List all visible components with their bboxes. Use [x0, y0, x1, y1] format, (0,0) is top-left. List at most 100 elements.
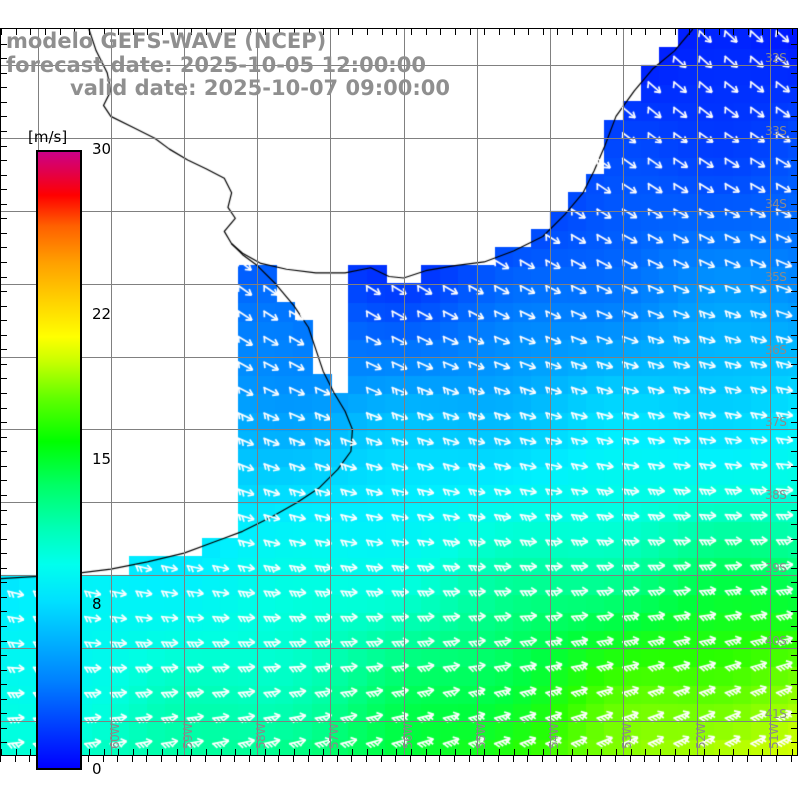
bottom-axis-tick — [366, 756, 368, 762]
lon-tick-label: 56W — [400, 723, 415, 749]
axis-tick — [689, 749, 691, 755]
axis-tick — [74, 29, 76, 35]
grid-line-lat — [1, 356, 797, 358]
bottom-axis-tick — [468, 756, 470, 762]
axis-tick — [147, 29, 149, 35]
axis-tick — [659, 29, 661, 35]
axis-tick — [572, 29, 573, 35]
axis-tick — [454, 29, 456, 35]
axis-tick — [352, 749, 354, 755]
grid-line-lon — [110, 29, 112, 755]
axis-tick — [1, 494, 7, 496]
bottom-axis-tick — [14, 756, 16, 762]
bottom-axis-tick — [615, 756, 616, 762]
axis-tick — [791, 160, 797, 161]
axis-tick — [513, 749, 515, 755]
axis-tick — [132, 29, 134, 35]
axis-tick — [425, 29, 427, 35]
axis-tick — [791, 72, 797, 74]
axis-tick — [396, 29, 398, 35]
bottom-axis-tick — [87, 756, 89, 762]
axis-tick — [1, 116, 7, 118]
axis-tick — [293, 749, 295, 755]
axis-tick — [791, 538, 797, 540]
bottom-axis-tick — [688, 756, 690, 762]
grid-line-lon — [550, 29, 552, 755]
axis-tick — [411, 29, 412, 35]
axis-tick — [235, 749, 237, 755]
map-panel[interactable]: 61W60W59W58W57W56W55W54W53W52W51W32S33S3… — [0, 28, 798, 756]
bottom-axis-tick — [761, 756, 763, 762]
bottom-axis-tick — [629, 756, 631, 762]
axis-tick — [791, 130, 797, 132]
lon-tick-label: 54W — [547, 723, 562, 749]
axis-tick — [191, 749, 193, 755]
axis-tick — [791, 626, 797, 627]
axis-tick — [1, 247, 7, 249]
axis-tick — [1, 262, 7, 263]
bottom-axis-tick — [219, 756, 221, 762]
bottom-axis-tick — [322, 756, 324, 762]
axis-tick — [1, 363, 7, 365]
bottom-axis-tick — [175, 756, 177, 762]
axis-tick — [411, 749, 412, 755]
axis-tick — [791, 655, 797, 657]
axis-tick — [1, 655, 7, 657]
axis-tick — [791, 436, 797, 438]
axis-tick — [1, 640, 7, 642]
axis-tick — [791, 189, 797, 191]
grid-line-lat — [1, 429, 797, 431]
grid-line-lat — [1, 720, 797, 722]
lon-tick-label: 59W — [181, 723, 196, 749]
bottom-tick-strip — [0, 756, 798, 768]
axis-tick — [59, 29, 61, 35]
axis-tick — [1, 567, 7, 569]
axis-tick — [791, 698, 797, 700]
axis-tick — [791, 422, 797, 424]
axis-tick — [1, 101, 7, 103]
grid-line-lon — [330, 29, 332, 755]
colorbar-gradient — [36, 150, 82, 770]
axis-tick — [791, 349, 797, 351]
grid-line-lon — [257, 29, 259, 755]
axis-tick — [235, 29, 237, 35]
axis-tick — [791, 742, 797, 744]
wind-speed-field-canvas[interactable] — [1, 29, 797, 755]
axis-tick — [1, 553, 7, 555]
axis-tick — [791, 684, 797, 686]
axis-tick — [1, 160, 7, 161]
axis-tick — [791, 480, 797, 482]
axis-tick — [791, 611, 797, 613]
grid-line-lon — [769, 29, 771, 755]
bottom-axis-tick — [234, 756, 236, 762]
bottom-axis-tick — [263, 756, 265, 762]
axis-tick — [586, 29, 588, 35]
bottom-axis-tick — [292, 756, 294, 762]
axis-tick — [220, 29, 222, 35]
axis-tick — [425, 749, 427, 755]
bottom-axis-tick — [746, 756, 748, 762]
axis-tick — [791, 218, 797, 220]
bottom-axis-tick — [205, 756, 206, 762]
axis-tick — [220, 749, 222, 755]
axis-tick — [791, 451, 797, 453]
axis-tick — [367, 749, 369, 755]
axis-tick — [118, 29, 120, 35]
axis-tick — [791, 320, 797, 322]
axis-tick — [352, 29, 354, 35]
axis-tick — [15, 29, 17, 35]
axis-tick — [791, 727, 797, 729]
axis-tick — [791, 363, 797, 365]
grid-line-lat — [1, 65, 797, 67]
grid-line-lat — [1, 502, 797, 504]
axis-tick — [103, 749, 105, 755]
axis-tick — [1, 145, 7, 147]
axis-tick — [791, 524, 797, 525]
lat-tick-label: 33S — [765, 124, 787, 139]
lon-tick-label: 55W — [473, 723, 488, 749]
axis-tick — [498, 749, 500, 755]
axis-tick — [586, 749, 588, 755]
axis-tick — [733, 749, 735, 755]
axis-tick — [791, 29, 793, 35]
